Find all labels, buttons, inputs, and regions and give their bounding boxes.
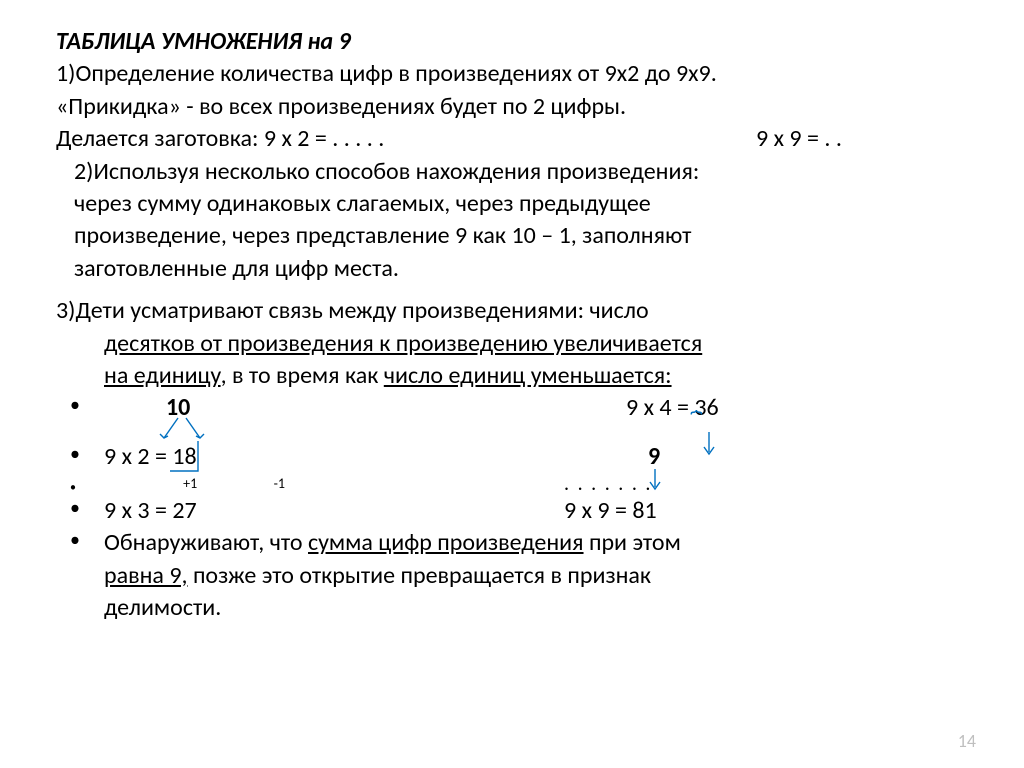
para3-line2: десятков от произведения к произведению …	[56, 328, 984, 360]
eq-9x4: 9 х 4 =	[626, 393, 694, 422]
para3-line3: на единицу, в то время как число единиц …	[56, 360, 984, 392]
eq-9x2: 9 х 2 =	[104, 442, 172, 471]
para2-line2: через сумму одинаковых слагаемых, через …	[74, 188, 984, 220]
template-right: 9 х 9 = . .	[756, 123, 842, 155]
para2: 2)Используя несколько способов нахождени…	[56, 156, 984, 286]
eq-9x9: 9 х 9 = 81	[564, 496, 657, 525]
para1-line1: 1)Определение количества цифр в произвед…	[56, 58, 984, 90]
para2-line3: произведение, через представление 9 как …	[74, 220, 984, 252]
slide: ТАБЛИЦА УМНОЖЕНИЯ на 9 1)Определение кол…	[0, 0, 1024, 625]
para2-line4: заготовленные для цифр места.	[74, 253, 984, 285]
ten: 10	[166, 393, 190, 422]
para3-line1: 3)Дети усматривают связь между произведе…	[56, 295, 984, 327]
row-plus-minus: +1 -1 . . . . . . .	[56, 473, 984, 495]
val-18: 18	[172, 442, 196, 471]
row-27-81: 9 х 3 = 27 9 х 9 = 81	[56, 495, 984, 527]
nine: 9	[648, 442, 660, 471]
row-18-9: 9 х 2 = 18 9	[56, 441, 984, 473]
eq-9x3: 9 х 3 = 27	[104, 496, 197, 525]
brace-icon: ⏟	[690, 408, 696, 435]
para1-line2: «Прикидка» - во всех произведениях будет…	[56, 91, 984, 123]
val-36: 36	[694, 393, 718, 422]
minus-one: -1	[274, 475, 285, 492]
page-number: 14	[958, 730, 976, 752]
bullet-list: 10 9 х 4 = 36 ⏟	[56, 392, 984, 624]
conclusion: Обнаруживают, что сумма цифр произведени…	[56, 527, 984, 624]
plus-one: +1	[183, 475, 197, 492]
dots: . . . . . . .	[564, 472, 652, 496]
template-row: Делается заготовка: 9 х 2 = . . . . . 9 …	[56, 123, 984, 155]
template-left: Делается заготовка: 9 х 2 = . . . . .	[56, 123, 756, 155]
para2-line1: 2)Используя несколько способов нахождени…	[74, 156, 984, 188]
row-10-36: 10 9 х 4 = 36 ⏟	[56, 392, 984, 424]
title: ТАБЛИЦА УМНОЖЕНИЯ на 9	[56, 26, 984, 58]
